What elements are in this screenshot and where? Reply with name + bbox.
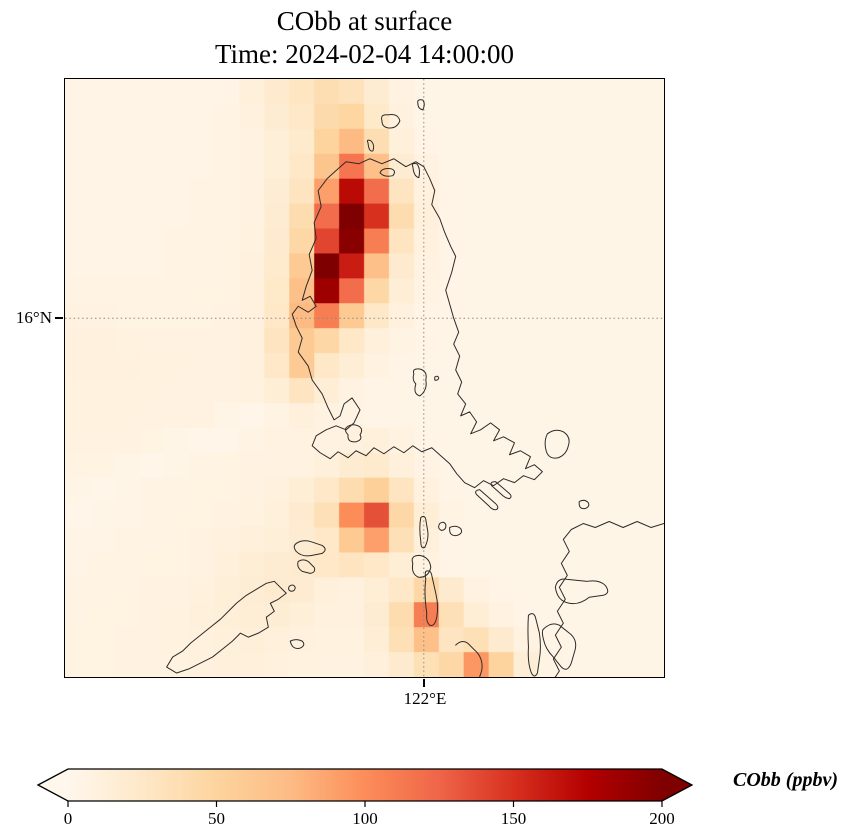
colorbar-gradient-bar <box>68 769 662 801</box>
coastline-mindoro <box>166 580 287 674</box>
plot-title: CObb at surface <box>276 6 453 36</box>
colorbar-tick-label: 50 <box>208 809 225 828</box>
coastline-masbate <box>554 578 609 605</box>
coastline-sibuyan-strip <box>527 613 541 677</box>
colorbar-tick-label: 200 <box>649 809 675 828</box>
colorbar-label: CObb (ppbv) <box>733 769 838 791</box>
coastline-lubang-islands <box>288 540 326 649</box>
map-axes <box>64 78 665 678</box>
coastline-leyte-area <box>541 623 577 670</box>
coastline-luzon <box>291 158 543 489</box>
coastline-marinduque <box>411 554 432 578</box>
colorbar: 0 50 100 150 200 <box>36 768 694 828</box>
colorbar-max-arrow <box>662 769 692 801</box>
coastline-polillo <box>412 368 440 397</box>
colorbar-tick-label: 150 <box>501 809 527 828</box>
colorbar-tick-label: 100 <box>352 809 378 828</box>
colorbar-tick-label: 0 <box>64 809 73 828</box>
coastline-laguna-lake <box>344 424 363 443</box>
x-axis-tick-label: 122°E <box>403 689 447 708</box>
plot-title-block: CObb at surface Time: 2024-02-04 14:00:0… <box>64 5 665 71</box>
heatmap-canvas <box>65 79 664 677</box>
coastline-burias-ticao <box>475 481 512 511</box>
x-axis-tick-mark <box>423 679 425 687</box>
colorbar-min-arrow <box>38 769 68 801</box>
coastline-catanduanes <box>544 429 590 510</box>
colorbar-ticks: 0 50 100 150 200 <box>64 801 675 828</box>
map-overlay <box>65 79 664 677</box>
plot-subtitle-time: Time: 2024-02-04 14:00:00 <box>214 39 515 69</box>
coastline-samar <box>552 521 664 677</box>
coastline-tablas-romblon <box>419 515 463 626</box>
coastline-panay-tip <box>455 641 483 677</box>
coastlines <box>166 99 664 677</box>
y-axis-tick-mark <box>55 317 63 319</box>
y-axis-tick-label: 16°N <box>15 308 52 327</box>
coastline-babuyan-islands <box>366 99 425 179</box>
